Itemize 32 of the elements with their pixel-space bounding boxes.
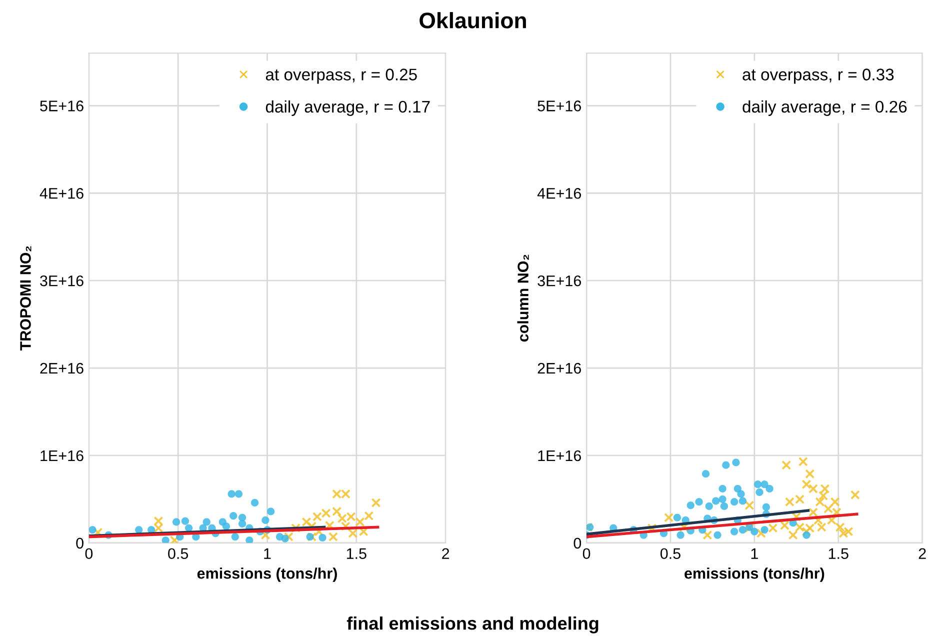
- y-tick-label: 1E+16: [40, 450, 84, 462]
- text: final emissions and modeling: [346, 616, 598, 634]
- x-tick-label: 0.5: [168, 548, 188, 560]
- x-tick-label: 2: [442, 548, 450, 559]
- legend-label: daily average, r = 0.26: [742, 100, 907, 116]
- y-axis-title: TROPOMI NO₂: [20, 246, 32, 351]
- y-tick-label: 0: [76, 538, 84, 549]
- y-tick-label: 0: [574, 538, 582, 549]
- x-tick-label: 1.5: [346, 548, 366, 560]
- x-axis-title: emissions (tons/hr): [684, 568, 824, 582]
- y-tick-label: 3E+16: [40, 275, 84, 286]
- legend-label: at overpass, r = 0.33: [742, 68, 894, 84]
- chart-title: Oklaunion: [420, 12, 526, 28]
- y-axis-title: column NO₂: [517, 254, 529, 342]
- x-tick-label: 1: [751, 548, 758, 559]
- y-tick-label: 4E+16: [537, 188, 581, 199]
- y-tick-label: 2E+16: [40, 362, 84, 374]
- x-tick-label: 1.5: [828, 548, 848, 560]
- x-tick-label: 2: [918, 548, 926, 559]
- x-axis-title: emissions (tons/hr): [197, 568, 337, 582]
- y-tick-label: 5E+16: [40, 100, 84, 112]
- y-tick-label: 3E+16: [538, 275, 581, 286]
- y-tick-label: 2E+16: [538, 362, 581, 374]
- y-tick-label: 4E+16: [40, 188, 84, 199]
- x-tick-label: 1: [264, 548, 271, 559]
- legend-label: daily average, r = 0.17: [266, 100, 430, 116]
- y-tick-label: 5E+16: [538, 100, 581, 112]
- x-tick-label: 0: [85, 548, 93, 560]
- legend-label: at overpass, r = 0.25: [266, 68, 417, 84]
- x-tick-label: 0.5: [660, 548, 680, 560]
- x-tick-label: 0: [582, 548, 590, 560]
- y-tick-label: 1E+16: [538, 450, 581, 462]
